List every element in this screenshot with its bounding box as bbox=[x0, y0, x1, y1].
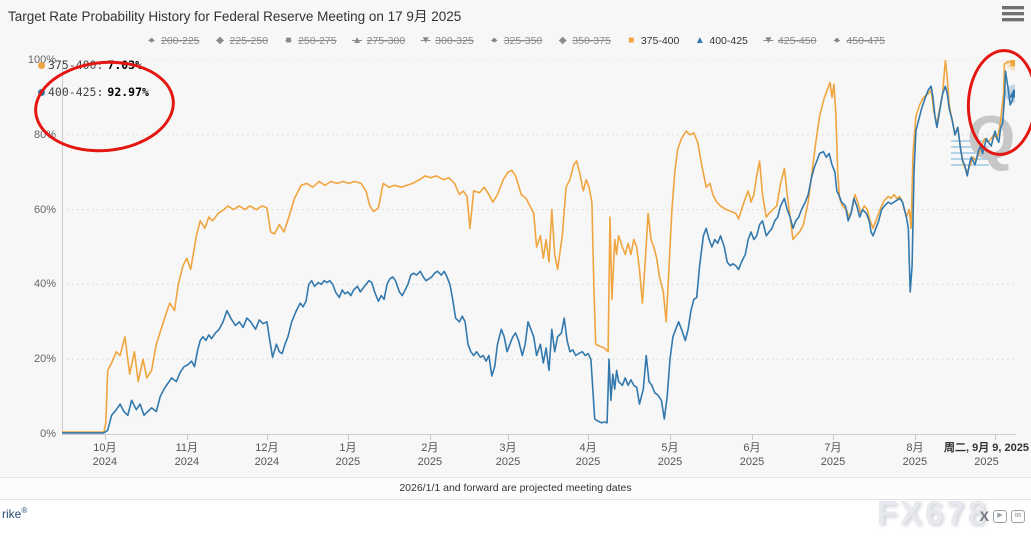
x-axis-label: 5月 2025 bbox=[657, 442, 683, 468]
series-dot-icon bbox=[38, 88, 45, 96]
legend-item-225-250[interactable]: ◆ 225-250 bbox=[215, 35, 269, 47]
fx678-watermark: FX678 bbox=[876, 494, 989, 531]
legend-item-label: 375-400 bbox=[640, 35, 680, 47]
x-axis-tick bbox=[186, 435, 188, 440]
triangle-up-marker-icon: ▲ bbox=[352, 35, 363, 46]
y-axis-label-60: 60% bbox=[33, 203, 56, 216]
legend-item-425-450[interactable]: ▼ 425-450 bbox=[763, 35, 817, 47]
y-axis-label-20: 20% bbox=[33, 353, 56, 366]
legend-item-375-400[interactable]: ■ 375-400 bbox=[626, 35, 680, 47]
legend-item-450-475[interactable]: ● 450-475 bbox=[831, 35, 885, 47]
tooltip-row-375-400: 375-400: 7.03% bbox=[38, 57, 149, 73]
hamburger-menu-icon[interactable] bbox=[1002, 6, 1024, 23]
x-axis-tick bbox=[751, 435, 753, 440]
circle-marker-icon: ● bbox=[833, 35, 840, 46]
quikstrike-brand: rike® bbox=[2, 506, 28, 521]
legend-item-label: 275-300 bbox=[366, 35, 406, 47]
y-axis-label-0: 0% bbox=[40, 428, 56, 440]
legend-item-400-425[interactable]: ▲ 400-425 bbox=[694, 35, 748, 47]
legend-item-label: 250-275 bbox=[298, 35, 337, 47]
legend-item-label: 200-225 bbox=[160, 35, 200, 47]
circle-marker-icon: ● bbox=[148, 35, 155, 46]
plot-area bbox=[62, 60, 1016, 435]
linkedin-icon[interactable]: in bbox=[1011, 509, 1025, 523]
x-axis-tick bbox=[347, 435, 349, 440]
footer: rike® FX678 X ▶ in bbox=[0, 494, 1031, 544]
legend-item-label: 450-475 bbox=[846, 35, 885, 47]
x-axis-tick bbox=[588, 435, 590, 440]
triangle-up-marker-icon: ▲ bbox=[694, 35, 705, 46]
triangle-down-marker-icon: ▼ bbox=[763, 35, 774, 46]
diamond-marker-icon: ◆ bbox=[558, 35, 567, 46]
x-axis-tick bbox=[914, 435, 916, 440]
legend-item-200-225[interactable]: ● 200-225 bbox=[146, 35, 200, 47]
square-marker-icon: ■ bbox=[628, 35, 635, 46]
legend-item-label: 425-450 bbox=[777, 35, 817, 47]
tooltip-value: 7.03% bbox=[107, 58, 143, 72]
y-axis-label-100: 100% bbox=[27, 54, 56, 66]
series-line-375-400 bbox=[62, 59, 1015, 433]
legend-item-label: 400-425 bbox=[709, 35, 748, 47]
tooltip-label: 375-400: bbox=[48, 58, 104, 72]
x-axis-label: 1月 2025 bbox=[335, 442, 361, 468]
legend-item-label: 325-350 bbox=[503, 35, 543, 47]
series-line-400-425 bbox=[62, 70, 1015, 434]
y-axis-label-80: 80% bbox=[33, 128, 56, 141]
x-axis-label: 2月 2025 bbox=[417, 442, 443, 468]
x-axis-tick bbox=[832, 435, 834, 440]
legend-item-350-375[interactable]: ◆ 350-375 bbox=[557, 35, 611, 47]
hover-tooltip: 375-400: 7.03% 400-425: 92.97% bbox=[38, 57, 149, 111]
x-axis-label: 11月 2024 bbox=[174, 442, 200, 468]
x-axis-label: 7月 2025 bbox=[820, 442, 846, 468]
page-title: Target Rate Probability History for Fede… bbox=[8, 9, 462, 24]
legend-item-325-350[interactable]: ● 325-350 bbox=[489, 35, 543, 47]
x-axis-label: 6月 2025 bbox=[739, 442, 765, 468]
x-axis-tick bbox=[508, 435, 509, 440]
legend-item-label: 350-375 bbox=[572, 35, 611, 47]
triangle-down-marker-icon: ▼ bbox=[420, 35, 431, 46]
x-axis-tick bbox=[670, 435, 671, 440]
legend-item-label: 300-325 bbox=[435, 35, 474, 47]
twitter-x-icon[interactable]: X bbox=[979, 508, 989, 524]
circle-marker-icon: ● bbox=[491, 35, 498, 46]
x-axis-tick bbox=[266, 435, 268, 440]
series-dot-icon bbox=[38, 61, 45, 69]
tooltip-label: 400-425: bbox=[48, 85, 104, 99]
x-axis-label: 3月 2025 bbox=[495, 442, 521, 468]
series-layer bbox=[62, 52, 1024, 434]
projection-caption: 2026/1/1 and forward are projected meeti… bbox=[0, 477, 1031, 500]
x-axis-label: 周二, 9月 9, 2025 2025 bbox=[944, 442, 1029, 468]
legend: ● 200-225 ◆ 225-250 ■ 250-275 ▲ 275-300 ▼ 300-325… bbox=[0, 35, 1031, 47]
legend-item-250-275[interactable]: ■ 250-275 bbox=[283, 35, 337, 47]
tooltip-row-400-425: 400-425: 92.97% bbox=[38, 84, 149, 100]
tooltip-value: 92.97% bbox=[107, 85, 149, 99]
video-play-icon[interactable]: ▶ bbox=[993, 509, 1007, 523]
x-axis-label: 10月 2024 bbox=[92, 442, 118, 468]
legend-item-275-300[interactable]: ▲ 275-300 bbox=[352, 35, 406, 47]
legend-item-300-325[interactable]: ▼ 300-325 bbox=[420, 35, 474, 47]
x-axis-tick bbox=[994, 435, 996, 440]
social-icons: X ▶ in bbox=[980, 508, 1025, 524]
x-axis-label: 8月 2025 bbox=[902, 442, 928, 468]
x-axis-label: 4月 2025 bbox=[575, 442, 601, 468]
square-marker-icon: ■ bbox=[285, 35, 292, 46]
diamond-marker-icon: ◆ bbox=[216, 35, 224, 46]
chart-svg bbox=[62, 52, 1024, 434]
x-axis-tick bbox=[429, 435, 431, 440]
y-axis-label-40: 40% bbox=[33, 278, 56, 291]
x-axis-label: 12月 2024 bbox=[254, 442, 280, 468]
legend-item-label: 225-250 bbox=[229, 35, 269, 47]
x-axis-tick bbox=[104, 435, 106, 440]
